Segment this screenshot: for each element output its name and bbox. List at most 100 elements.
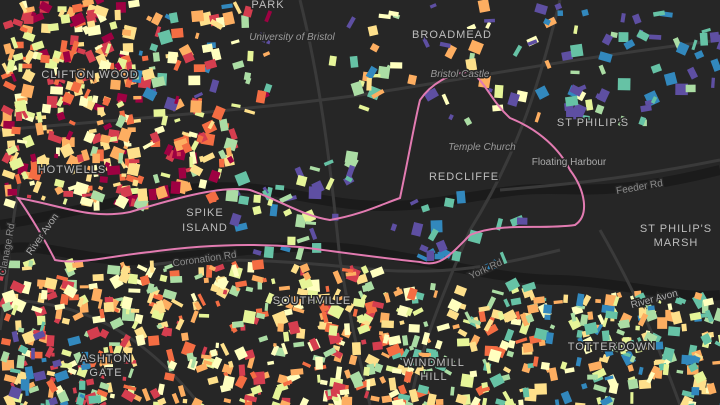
building: [203, 359, 213, 366]
building: [262, 51, 271, 57]
water-label: Floating Harbour: [532, 157, 607, 168]
building: [421, 35, 430, 48]
building: [503, 315, 515, 323]
building: [61, 317, 71, 325]
building: [123, 24, 137, 32]
building: [598, 357, 608, 363]
building: [561, 50, 574, 61]
building: [255, 89, 267, 104]
building: [435, 239, 448, 253]
building: [188, 131, 198, 139]
building: [301, 361, 312, 368]
building: [99, 110, 106, 118]
building: [8, 385, 23, 400]
building: [599, 395, 613, 405]
building: [222, 11, 236, 26]
building: [469, 341, 478, 353]
building: [339, 389, 350, 396]
building: [97, 185, 104, 191]
building: [420, 368, 434, 378]
building: [494, 84, 504, 99]
building: [617, 115, 627, 127]
building: [497, 311, 505, 321]
building: [610, 31, 618, 39]
building: [204, 58, 218, 70]
building: [38, 0, 53, 14]
building: [126, 146, 142, 160]
building: [323, 347, 337, 358]
building: [54, 178, 65, 188]
building: [305, 221, 317, 226]
building: [685, 84, 696, 93]
building: [138, 50, 143, 56]
building: [234, 280, 248, 288]
building: [99, 308, 105, 319]
building: [302, 271, 312, 281]
building: [504, 277, 521, 292]
building: [421, 400, 435, 405]
building: [19, 1, 28, 13]
building: [188, 75, 201, 86]
building: [32, 330, 46, 341]
building: [652, 341, 664, 350]
building: [557, 10, 564, 17]
building: [67, 335, 82, 347]
building: [328, 325, 338, 337]
building: [185, 167, 192, 173]
building: [196, 134, 204, 144]
building: [135, 334, 146, 347]
building: [193, 64, 206, 73]
building: [581, 8, 589, 17]
building: [51, 352, 55, 357]
building: [126, 162, 141, 177]
building: [70, 11, 87, 27]
building: [319, 379, 328, 386]
building: [31, 12, 45, 24]
building: [209, 348, 218, 358]
building: [14, 173, 22, 185]
building: [515, 90, 528, 103]
building: [699, 32, 709, 46]
building: [21, 330, 37, 345]
building: [82, 25, 91, 35]
building: [408, 388, 419, 403]
building: [65, 130, 74, 141]
building: [128, 288, 141, 293]
building: [399, 320, 405, 326]
building: [123, 384, 137, 392]
building: [115, 183, 123, 194]
building: [271, 310, 289, 327]
building: [522, 387, 530, 398]
building: [32, 180, 42, 194]
building: [118, 152, 124, 164]
building: [157, 397, 167, 405]
building: [257, 32, 273, 45]
landmark-label: Temple Church: [448, 142, 516, 153]
building: [79, 380, 86, 390]
building: [341, 267, 354, 273]
building: [182, 398, 188, 404]
building: [154, 185, 169, 200]
building: [457, 328, 468, 338]
building: [605, 339, 621, 353]
building: [9, 368, 21, 374]
building: [167, 51, 178, 64]
building: [121, 388, 136, 403]
building: [328, 332, 342, 345]
building: [657, 317, 668, 329]
building: [227, 360, 234, 368]
building: [316, 374, 321, 383]
building: [483, 318, 494, 332]
building: [11, 330, 20, 343]
building: [495, 398, 506, 405]
building: [92, 370, 106, 380]
building: [661, 346, 675, 362]
building: [157, 29, 174, 46]
building: [61, 349, 72, 357]
building: [243, 394, 258, 403]
building: [433, 290, 439, 299]
building: [90, 73, 98, 84]
building: [52, 359, 62, 368]
building: [162, 288, 177, 301]
building: [706, 382, 717, 395]
